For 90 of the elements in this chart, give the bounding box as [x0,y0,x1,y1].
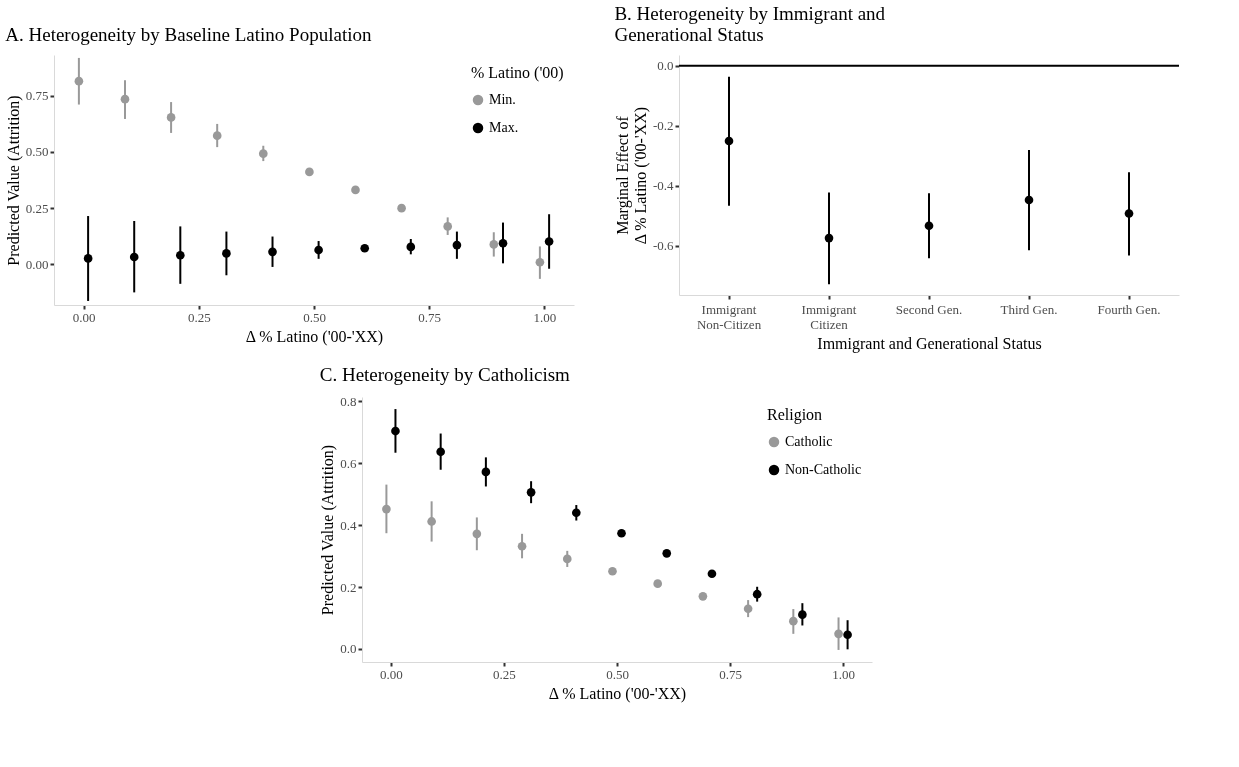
point [535,257,545,267]
point [517,541,527,551]
point [562,554,572,564]
y-tick-label: 0.8 [340,393,357,409]
y-tick-label: 0.2 [340,579,357,595]
point [472,529,482,539]
point [617,528,626,538]
point [698,592,708,601]
point [1124,209,1134,218]
x-tick-label: 0.75 [418,309,442,325]
x-tick-label: Immigrant Citizen [801,301,857,332]
point [752,589,762,599]
point [120,94,130,104]
point [212,131,222,140]
x-tick-label: Immigrant Non-Citizen [696,301,762,332]
point [74,76,84,86]
point [129,252,139,262]
y-tick-label: 0.50 [25,144,49,160]
x-tick-label: 1.00 [533,309,557,325]
x-axis-title: Δ % Latino ('00-'XX) [548,684,687,703]
point [258,149,268,158]
x-tick-label: Third Gen. [1000,301,1058,317]
y-axis-title: Predicted Value (Attrition) [319,444,338,616]
chart-title: A. Heterogeneity by Baseline Latino Population [5,24,372,45]
y-axis-title: Marginal Effect of Δ % Latino ('00-'XX) [613,106,650,245]
chart-title: C. Heterogeneity by Catholicism [319,364,571,386]
point [498,238,508,248]
point [351,185,360,195]
point [924,221,934,231]
chart-title: B. Heterogeneity by Immigrant and Generational Status [614,3,886,45]
x-tick-label: 1.00 [832,666,855,682]
point [175,250,185,260]
point [427,517,436,526]
point [743,604,753,614]
point [391,426,400,436]
point [662,549,672,558]
point [268,247,277,257]
x-tick-label: 0.25 [187,309,211,325]
y-tick-label: 0.0 [657,58,674,74]
point [222,249,231,258]
y-tick-label: -0.4 [652,178,674,194]
point [382,504,391,514]
x-tick-label: 0.00 [380,666,403,682]
y-tick-label: 0.4 [340,517,357,533]
point [608,566,617,576]
x-tick-label: 0.50 [606,666,629,682]
y-tick-label: 0.75 [25,88,49,104]
point [544,237,554,246]
y-axis-title: Predicted Value (Attrition) [4,95,23,266]
point [843,630,852,640]
point [707,569,717,579]
point [452,240,462,250]
point [489,240,499,249]
point [481,467,491,477]
x-tick-label: 0.75 [719,666,742,682]
point [653,579,663,588]
y-tick-label: 0.0 [340,641,357,657]
point [798,610,807,619]
point [571,508,581,518]
point [436,447,445,457]
x-tick-label: Second Gen. [895,301,963,317]
point [166,113,176,122]
x-tick-label: Fourth Gen. [1097,301,1161,317]
x-tick-label: 0.25 [493,666,516,682]
point [789,616,798,626]
legend-label: Max. [489,120,519,135]
legend-label: Min. [489,92,516,107]
x-axis-title: Immigrant and Generational Status [817,334,1042,353]
point [834,629,843,639]
point [397,203,406,213]
y-tick-label: -0.2 [652,118,674,134]
point [443,222,453,231]
x-tick-label: 0.50 [303,309,326,325]
point [526,488,536,497]
legend-label: Non-Catholic [785,462,862,477]
y-tick-label: 0.6 [340,455,357,471]
point [314,245,323,255]
point [406,242,416,252]
point [824,233,834,243]
legend-label: Catholic [785,434,833,449]
point [305,167,314,177]
y-tick-label: 0.00 [25,256,49,272]
y-tick-label: -0.6 [652,238,674,254]
point [83,254,93,263]
legend-title: Religion [767,406,823,424]
x-axis-title: Δ % Latino ('00-'XX) [245,327,384,346]
point [360,243,370,253]
legend-title: % Latino ('00) [471,64,564,82]
y-tick-label: 0.25 [25,200,49,216]
x-tick-label: 0.00 [72,309,96,325]
